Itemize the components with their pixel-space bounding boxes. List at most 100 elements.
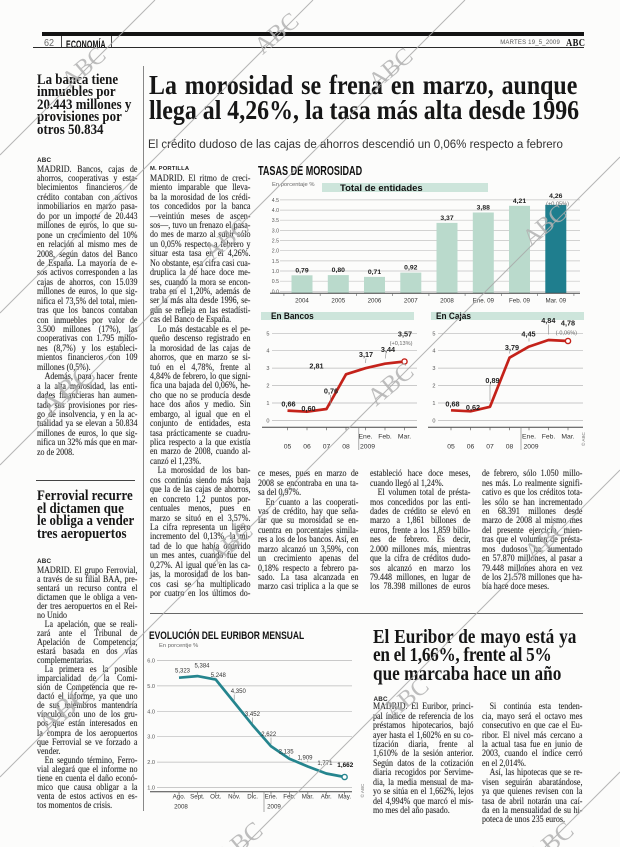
- svg-text:Mar.: Mar.: [561, 434, 574, 441]
- svg-text:Mar.: Mar.: [398, 434, 411, 441]
- svg-text:0: 0: [266, 418, 269, 424]
- svg-text:1,771: 1,771: [317, 761, 333, 767]
- svg-text:07: 07: [486, 444, 494, 451]
- svg-text:Ene.: Ene.: [359, 434, 373, 441]
- svg-text:6.0: 6.0: [147, 659, 155, 665]
- svg-text:0.0: 0.0: [272, 289, 279, 295]
- svg-text:Sept.: Sept.: [190, 793, 205, 800]
- svg-text:Ene.: Ene.: [522, 434, 536, 441]
- svg-text:1.5: 1.5: [272, 259, 279, 265]
- svg-text:1.0: 1.0: [147, 786, 155, 792]
- svg-text:2009: 2009: [360, 444, 375, 451]
- svg-text:0,76: 0,76: [324, 387, 338, 396]
- svg-text:4,26: 4,26: [549, 193, 562, 200]
- svg-text:07: 07: [323, 444, 331, 451]
- svg-text:2006: 2006: [368, 298, 382, 305]
- svg-text:2: 2: [432, 384, 435, 390]
- svg-text:Mar. 09: Mar. 09: [545, 298, 566, 305]
- svg-text:06: 06: [303, 444, 311, 451]
- svg-text:3.0: 3.0: [272, 228, 279, 234]
- svg-text:Ene. 09: Ene. 09: [473, 298, 495, 305]
- svg-text:4,45: 4,45: [521, 330, 535, 339]
- svg-text:(+0,13%): (+0,13%): [390, 341, 413, 347]
- svg-text:0,80: 0,80: [332, 267, 345, 274]
- svg-text:2.0: 2.0: [272, 249, 279, 255]
- svg-text:2008: 2008: [174, 803, 188, 810]
- svg-text:2,622: 2,622: [261, 732, 277, 738]
- svg-text:4: 4: [432, 349, 435, 355]
- svg-text:3: 3: [432, 366, 435, 372]
- svg-text:4,78: 4,78: [561, 319, 575, 328]
- svg-text:3.5: 3.5: [272, 218, 279, 224]
- svg-text:0.5: 0.5: [272, 279, 279, 285]
- svg-text:Abr.: Abr.: [321, 793, 332, 800]
- svg-text:3,17: 3,17: [359, 350, 373, 359]
- svg-text:5: 5: [432, 331, 435, 337]
- svg-text:4.0: 4.0: [147, 709, 155, 715]
- svg-text:1,662: 1,662: [337, 762, 353, 769]
- svg-text:2009: 2009: [523, 444, 538, 451]
- svg-text:4,84: 4,84: [541, 316, 556, 325]
- svg-text:0,79: 0,79: [295, 267, 308, 274]
- svg-text:5,248: 5,248: [211, 673, 227, 679]
- svg-text:0,89: 0,89: [485, 376, 499, 385]
- svg-text:Ene.: Ene.: [265, 793, 278, 800]
- svg-text:2.0: 2.0: [147, 760, 155, 766]
- svg-text:2004: 2004: [295, 298, 309, 305]
- svg-text:3,88: 3,88: [477, 205, 490, 212]
- svg-text:3,452: 3,452: [245, 712, 261, 718]
- svg-text:4,21: 4,21: [513, 198, 526, 205]
- svg-text:3.0: 3.0: [147, 735, 155, 741]
- svg-text:2009: 2009: [267, 803, 281, 810]
- svg-text:5: 5: [266, 331, 269, 337]
- svg-text:0: 0: [432, 418, 435, 424]
- svg-text:4: 4: [266, 349, 269, 355]
- svg-text:0,62: 0,62: [466, 403, 480, 412]
- svg-text:0,66: 0,66: [281, 400, 295, 409]
- svg-text:© ABC: © ABC: [359, 783, 365, 798]
- svg-text:0,60: 0,60: [301, 404, 315, 413]
- svg-text:3,79: 3,79: [505, 343, 519, 352]
- svg-text:4.5: 4.5: [272, 198, 279, 204]
- svg-text:3,57: 3,57: [398, 330, 412, 339]
- svg-text:(+0,05%): (+0,05%): [546, 202, 569, 208]
- svg-text:1: 1: [432, 401, 435, 407]
- svg-text:06: 06: [467, 444, 475, 451]
- svg-text:Mar.: Mar.: [302, 793, 314, 800]
- svg-text:08: 08: [506, 444, 514, 451]
- svg-text:Oct.: Oct.: [210, 793, 222, 800]
- svg-text:Feb.: Feb.: [378, 434, 392, 441]
- svg-text:© ABC: © ABC: [580, 431, 586, 446]
- svg-text:Nov.: Nov.: [228, 793, 241, 800]
- svg-text:08: 08: [342, 444, 350, 451]
- svg-text:Feb.: Feb.: [283, 793, 296, 800]
- svg-text:2005: 2005: [331, 298, 345, 305]
- svg-text:Dic.: Dic.: [247, 793, 258, 800]
- svg-text:05: 05: [284, 444, 292, 451]
- svg-text:1.0: 1.0: [272, 269, 279, 275]
- svg-text:5.0: 5.0: [147, 684, 155, 690]
- svg-text:1: 1: [266, 401, 269, 407]
- svg-text:(-0,06%): (-0,06%): [556, 330, 578, 336]
- svg-text:5,323: 5,323: [175, 669, 191, 675]
- svg-text:0,71: 0,71: [368, 269, 381, 276]
- svg-text:5,384: 5,384: [194, 664, 210, 670]
- svg-text:3,37: 3,37: [440, 215, 453, 222]
- svg-text:4.0: 4.0: [272, 208, 279, 214]
- svg-text:May.: May.: [338, 793, 351, 800]
- svg-text:05: 05: [447, 444, 455, 451]
- svg-text:0,68: 0,68: [445, 400, 459, 409]
- svg-text:3: 3: [266, 366, 269, 372]
- svg-text:2.5: 2.5: [272, 239, 279, 245]
- svg-text:Feb.: Feb.: [542, 434, 556, 441]
- svg-text:2,135: 2,135: [279, 749, 295, 755]
- svg-text:1,909: 1,909: [297, 755, 313, 761]
- svg-text:2008: 2008: [440, 298, 454, 305]
- svg-text:Feb. 09: Feb. 09: [509, 298, 531, 305]
- svg-text:4,350: 4,350: [231, 689, 247, 695]
- svg-text:0,92: 0,92: [404, 265, 417, 272]
- svg-text:Ago.: Ago.: [173, 793, 186, 800]
- svg-text:2,81: 2,81: [309, 362, 323, 371]
- svg-text:2007: 2007: [404, 298, 418, 305]
- svg-text:2: 2: [266, 384, 269, 390]
